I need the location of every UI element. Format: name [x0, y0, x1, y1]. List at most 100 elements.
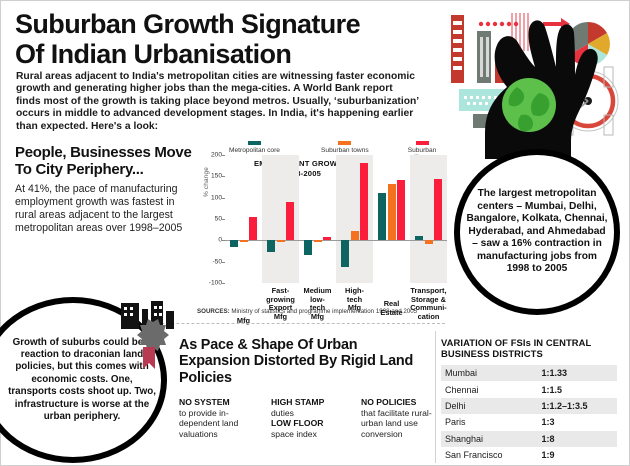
chart-bar: [415, 236, 423, 241]
legend-label: Metropolitan core: [229, 147, 280, 154]
fsi-city-cell: Paris: [445, 417, 466, 428]
fsi-city-cell: San Francisco: [445, 450, 503, 461]
page-title-line-2: Of Indian Urbanisation: [15, 39, 292, 69]
vertical-divider: [435, 331, 436, 463]
chart-bar: [323, 237, 331, 241]
chart-category-label-line: Fast-: [271, 286, 290, 295]
sources-text: Ministry of statistics and programme imp…: [231, 308, 418, 315]
chart-category-label-line: cation: [417, 311, 440, 321]
chart-y-tick-label: 0: [218, 236, 222, 244]
chart-category-label-line: Communi-: [410, 303, 447, 313]
chart-y-tick-label: -100: [208, 279, 222, 287]
fsi-ratio-cell: 1:3: [541, 417, 555, 428]
policy-pillar-text: space index: [271, 428, 317, 439]
policy-pillar-heading: NO SYSTEM: [179, 397, 230, 407]
chart-bar: [387, 183, 396, 241]
chart-category-label-line: Mfg: [236, 316, 251, 325]
chart-bar: [434, 178, 442, 241]
legend-swatch-icon: [415, 141, 429, 145]
chart-category-label-line: Real: [383, 299, 400, 308]
fsi-city-cell: Mumbai: [441, 365, 538, 382]
table-row: Paris 1:3: [441, 414, 617, 430]
metro-contraction-callout: The largest metropolitan centers – Mumba…: [454, 149, 620, 315]
chart-sources: SOURCES: Ministry of statistics and prog…: [197, 308, 449, 316]
chart-category-label: Fast-growing Export Mfg: [262, 286, 299, 321]
city-badge-ribbon: [119, 301, 177, 375]
chart-bar: [304, 240, 312, 256]
seal-icon: [137, 319, 169, 351]
chart-bar: [378, 192, 386, 241]
fsi-city-cell: Delhi: [441, 397, 538, 415]
table-row: Delhi 1:1.2–1:3.5: [441, 397, 617, 415]
chart-y-tick-label: 50: [214, 215, 222, 223]
chart-y-axis-label: % change: [203, 166, 210, 197]
chart-y-tick-mark: [222, 261, 225, 263]
chart-title-line-1: EMPLOYMENT GROWTH,: [254, 159, 350, 168]
fsi-ratio-cell: 1:9: [541, 450, 555, 461]
chart-title-line-2: 1998-2005: [282, 169, 322, 178]
chart-y-tick-label: 150: [210, 172, 222, 180]
section-kicker-body: At 41%, the pace of manufacturing employ…: [15, 183, 183, 234]
chart-title: EMPLOYMENT GROWTH, 1998-2005: [237, 159, 367, 179]
policy-pillar-text: duties: [271, 407, 294, 418]
chart-category-labels: Mfg Fast-growing Export Mfg Medium low-tech Mf…: [225, 286, 447, 329]
employment-growth-chart: Metropolitan core Suburban towns Suburban …: [197, 141, 447, 333]
legend-swatch-icon: [247, 141, 261, 145]
chart-y-tick-label: 200: [210, 151, 222, 159]
hand-holding-globe-illustration: [425, 1, 630, 159]
table-row: Chennai 1:1.5: [441, 381, 617, 397]
chart-category-label-line: Estate: [380, 307, 403, 317]
metro-contraction-callout-text: The largest metropolitan centers – Mumba…: [466, 187, 608, 275]
fsi-city-cell: Chennai: [445, 384, 479, 395]
chart-category-label-line: Mfg: [273, 311, 288, 321]
legend-swatch-icon: [338, 141, 352, 145]
chart-bar: [230, 240, 238, 248]
policy-pillar: NO POLICIES that facilitate rural-urban l…: [361, 397, 435, 439]
chart-bar: [350, 230, 359, 241]
chart-bar: [424, 240, 433, 244]
chart-category-label-line: Mfg: [347, 303, 362, 313]
standfirst-paragraph: Rural areas adjacent to India's metropol…: [16, 71, 419, 132]
policy-pillar: NO SYSTEM to provide in-dependent land va…: [179, 397, 263, 439]
fsi-ratio-cell: 1:1.5: [541, 384, 562, 395]
policy-pillar-heading: LOW FLOOR: [271, 418, 324, 429]
chart-bar: [276, 240, 285, 243]
policy-pillar-heading: NO POLICIES: [361, 397, 417, 407]
horizontal-divider: [11, 323, 445, 324]
fsi-ratio-cell: 1:1.2–1:3.5: [537, 397, 617, 415]
chart-bar: [397, 179, 405, 241]
chart-y-tick-label: -50: [212, 258, 222, 266]
chart-bar: [360, 162, 368, 241]
chart-category-label: Real Estate: [373, 299, 410, 317]
fsi-table-title: VARIATION OF FSIs IN CENTRAL BUSINESS DI…: [441, 337, 592, 359]
chart-category-label-line: Medium: [303, 286, 332, 295]
legend-label: Suburban towns: [321, 147, 369, 154]
chart-category-label: Transport, Storage & Communi-cation: [410, 286, 447, 321]
badge-svg: [121, 301, 174, 369]
chart-category-label: Medium low-tech Mfg: [299, 286, 336, 321]
chart-category-label-line: tech: [346, 294, 363, 304]
page-title-line-1: Suburban Growth Signature: [15, 9, 361, 39]
chart-y-tick-mark: [222, 197, 225, 199]
table-row: Shanghai 1:8: [441, 430, 617, 447]
suburb-growth-callout: Growth of suburbs could be a reaction to…: [0, 297, 167, 463]
legend-item-suburban-towns: Suburban towns: [321, 141, 369, 154]
chart-y-tick-mark: [222, 219, 225, 220]
chart-y-tick-mark: [222, 240, 225, 242]
legend-item-metropolitan-core: Metropolitan core: [229, 141, 280, 154]
chart-y-tick-mark: [222, 155, 225, 156]
policy-pillar-heading: HIGH STAMP: [271, 397, 325, 407]
chart-bar: [249, 216, 257, 241]
chart-bar: [239, 240, 248, 242]
fsi-table-block: VARIATION OF FSIs IN CENTRAL BUSINESS DI…: [441, 337, 621, 463]
bottom-headline: As Pace & Shape Of Urban Expansion Disto…: [179, 337, 414, 386]
dotted-line-icon: [478, 21, 519, 27]
illustration-svg: [451, 13, 619, 159]
chart-category-label: High-tech Mfg: [336, 286, 373, 313]
fsi-table: Mumbai 1:1.33 Chennai 1:1.5 Delhi 1:1.2–1:3.5…: [441, 365, 617, 463]
section-kicker: People, Businesses Move To City Peripher…: [15, 144, 192, 178]
table-row: Mumbai 1:1.33: [441, 365, 617, 382]
page-title: Suburban Growth Signature Of Indian Urba…: [15, 9, 425, 69]
chart-category-label-line: growing: [266, 294, 295, 304]
